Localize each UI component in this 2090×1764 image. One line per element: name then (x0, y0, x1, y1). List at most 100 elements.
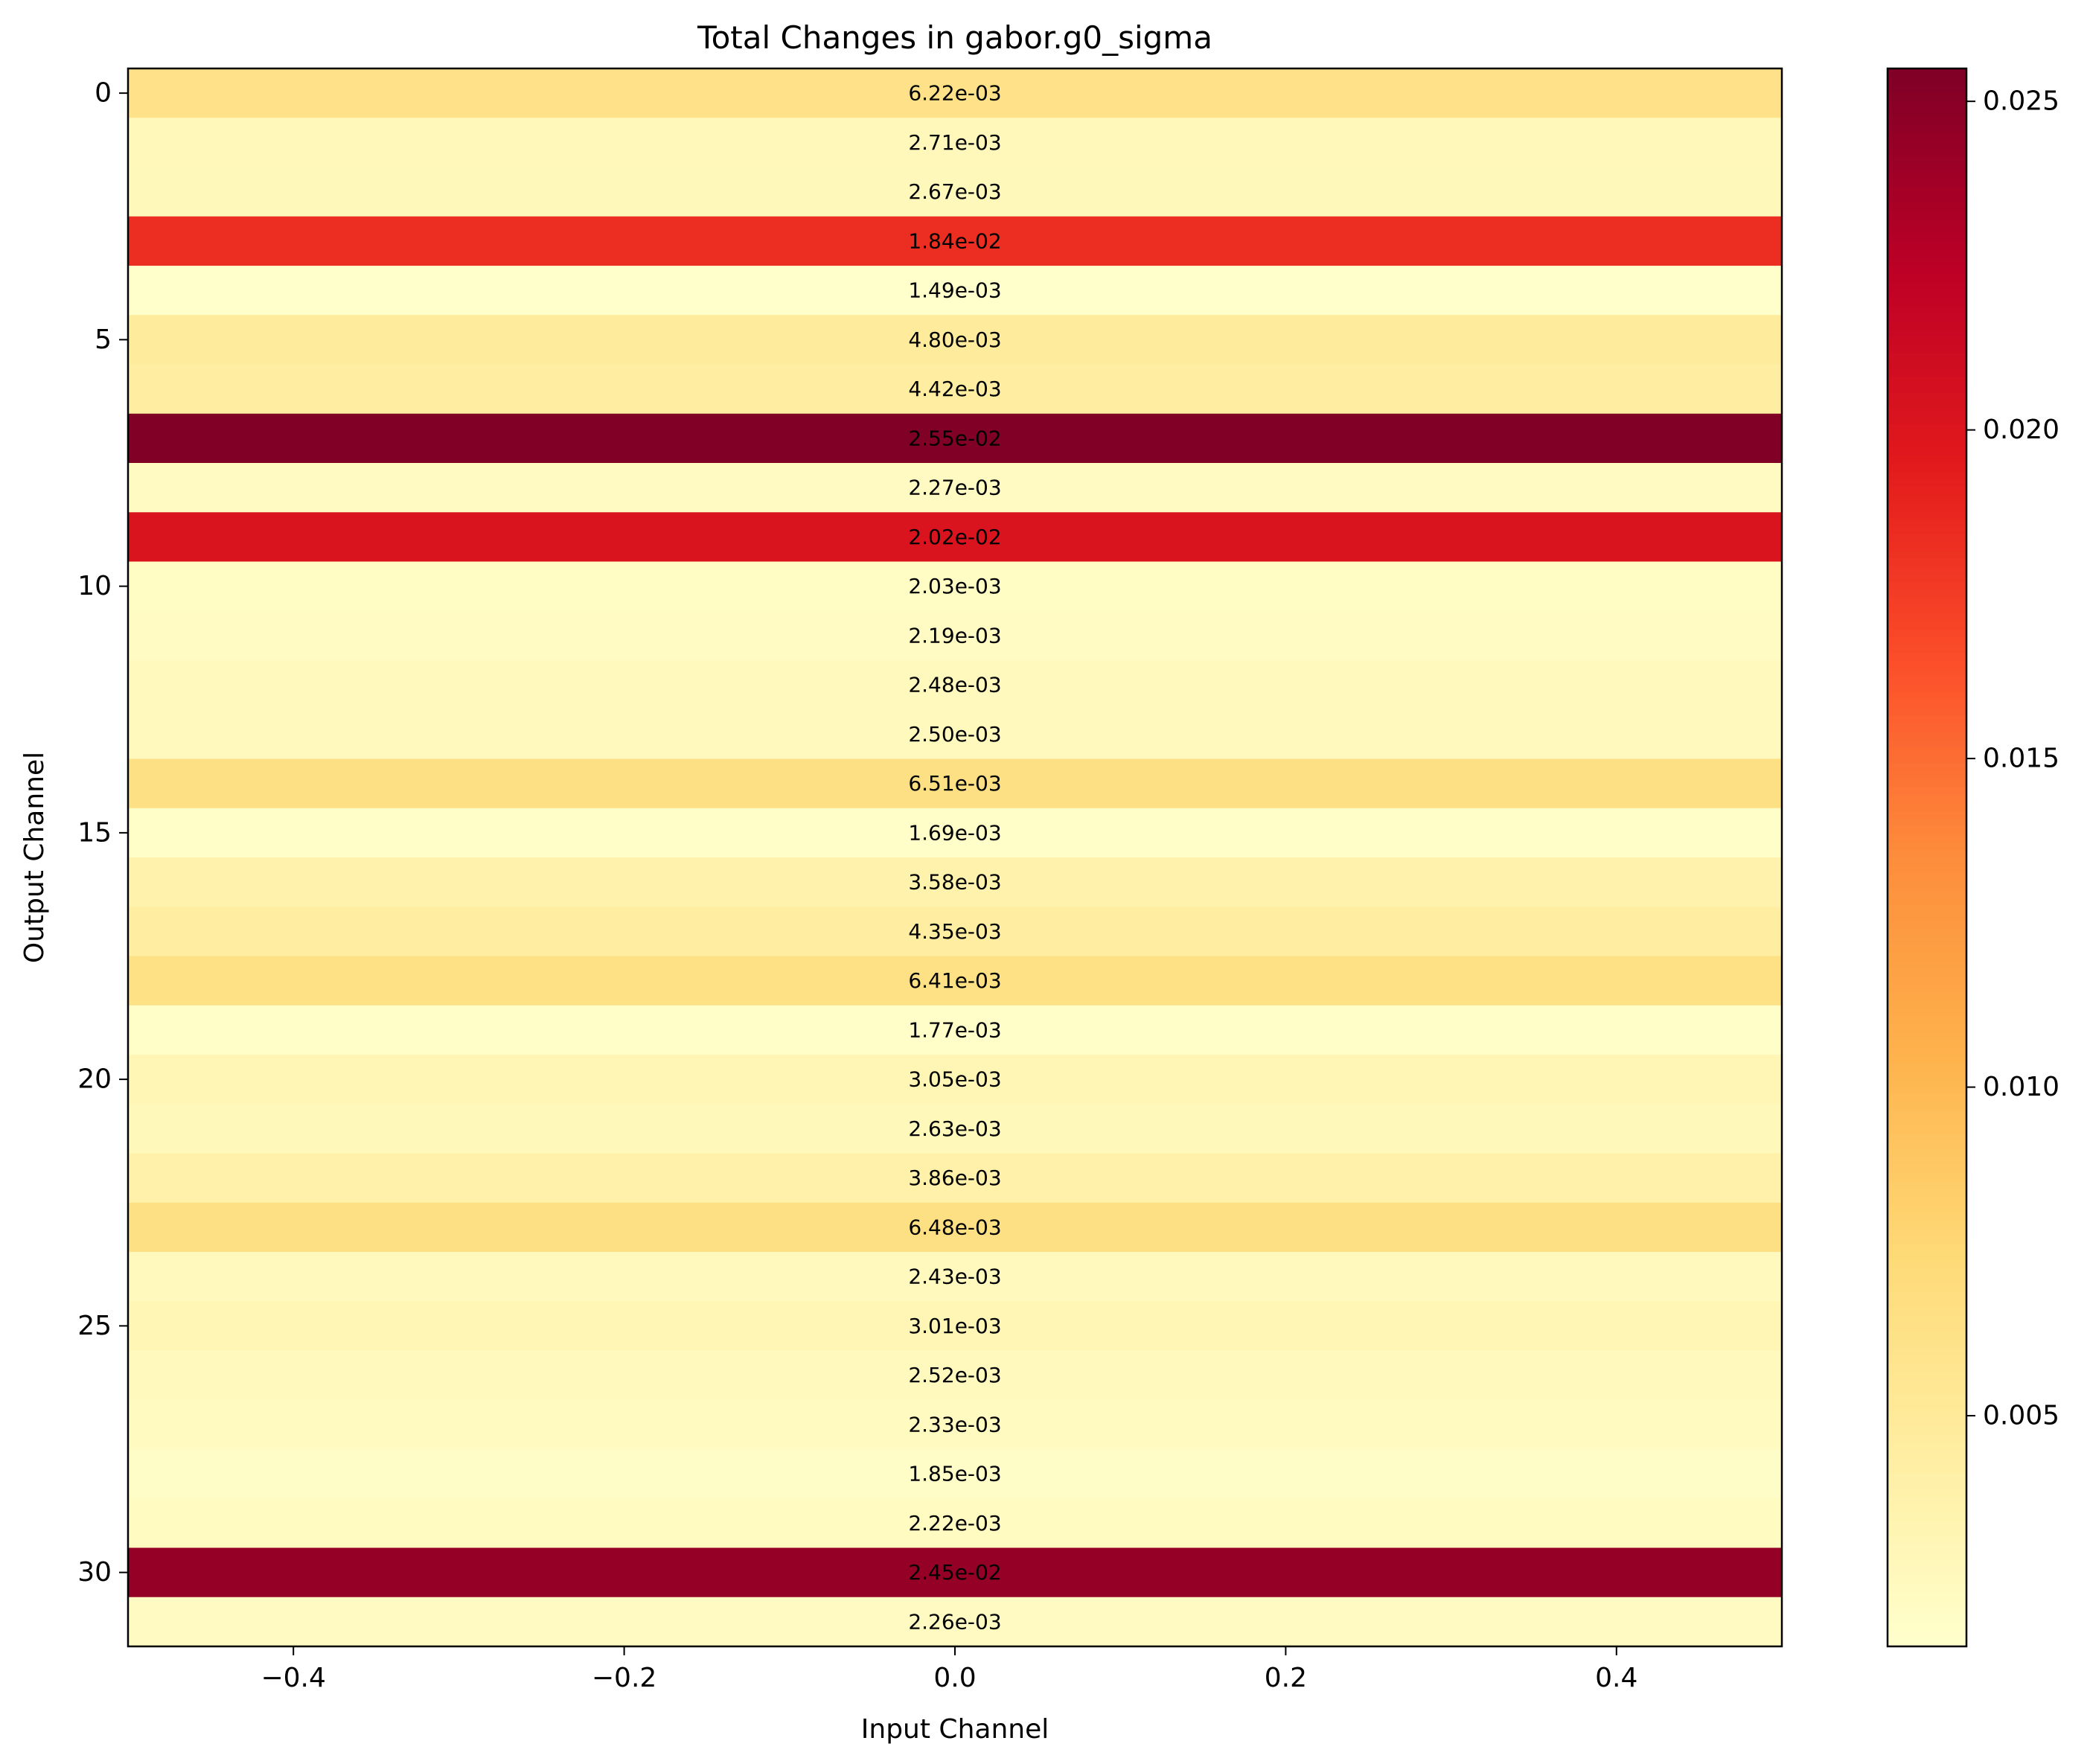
heatmap-cell (128, 1399, 1782, 1450)
colorbar-segment (1888, 1638, 1966, 1647)
colorbar-segment (1888, 470, 1966, 479)
colorbar-segment (1888, 1023, 1966, 1032)
heatmap-cell (128, 1055, 1782, 1105)
colorbar-segment (1888, 818, 1966, 827)
colorbar-segment (1888, 1291, 1966, 1300)
colorbar-segment (1888, 1489, 1966, 1498)
colorbar-segment (1888, 723, 1966, 732)
colorbar-segment (1888, 1393, 1966, 1403)
colorbar-segment (1888, 281, 1966, 290)
heatmap-cell (128, 1202, 1782, 1253)
colorbar-segment (1888, 76, 1966, 85)
y-tick-label: 20 (77, 1064, 112, 1095)
colorbar-segment (1888, 549, 1966, 558)
heatmap-cell (128, 808, 1782, 858)
cell-value-label: 2.45e-02 (908, 1560, 1001, 1585)
cell-value-label: 2.33e-03 (908, 1412, 1001, 1437)
colorbar-segment (1888, 976, 1966, 985)
heatmap-cell (128, 1597, 1782, 1647)
colorbar-segment (1888, 1236, 1966, 1245)
colorbar-segment (1888, 897, 1966, 906)
colorbar-segment (1888, 691, 1966, 700)
colorbar-segment (1888, 1480, 1966, 1489)
colorbar-segment (1888, 1220, 1966, 1229)
colorbar-segment (1888, 581, 1966, 590)
colorbar-segment (1888, 636, 1966, 645)
colorbar-segment (1888, 328, 1966, 338)
colorbar-segment (1888, 1157, 1966, 1166)
heatmap-cell (128, 1252, 1782, 1302)
colorbar-segment (1888, 258, 1966, 266)
colorbar-segment (1888, 542, 1966, 551)
colorbar-segment (1888, 794, 1966, 803)
cell-value-label: 4.35e-03 (908, 919, 1001, 944)
colorbar-segment (1888, 786, 1966, 795)
colorbar-segment (1888, 928, 1966, 937)
heatmap-cells (128, 68, 1782, 1647)
colorbar-segment (1888, 234, 1966, 243)
colorbar-segment (1888, 289, 1966, 298)
colorbar-segment (1888, 1535, 1966, 1544)
colorbar-segment (1888, 959, 1966, 969)
colorbar-segment (1888, 1189, 1966, 1198)
colorbar-segment (1888, 68, 1966, 77)
heatmap-cell (128, 1104, 1782, 1154)
x-axis-ticks: −0.4 −0.2 0.0 0.2 0.4 (261, 1646, 1637, 1693)
colorbar-segment (1888, 1268, 1966, 1276)
x-tick-label: 0.2 (1265, 1663, 1307, 1693)
heatmap-cell-labels: 6.22e-03 2.71e-03 2.67e-03 1.84e-02 1.49e-03… (908, 81, 1001, 1634)
colorbar-segment (1888, 1031, 1966, 1040)
colorbar-segment (1888, 1496, 1966, 1505)
colorbar-segment (1888, 1204, 1966, 1213)
colorbar-segment (1888, 739, 1966, 748)
colorbar-segment (1888, 242, 1966, 251)
colorbar-segment (1888, 841, 1966, 851)
cell-value-label: 6.51e-03 (908, 771, 1001, 796)
cell-value-label: 2.55e-02 (908, 426, 1001, 450)
colorbar-segment (1888, 1323, 1966, 1332)
colorbar-segment (1888, 991, 1966, 1000)
colorbar-segment (1888, 983, 1966, 992)
x-axis-label: Input Channel (861, 1714, 1049, 1745)
colorbar-segment (1888, 1386, 1966, 1395)
colorbar-segment (1888, 613, 1966, 621)
colorbar-segment (1888, 1055, 1966, 1064)
colorbar-segment (1888, 1141, 1966, 1150)
colorbar-segment (1888, 810, 1966, 819)
colorbar-segment (1888, 1110, 1966, 1119)
heatmap-cell (128, 907, 1782, 957)
colorbar-segment (1888, 463, 1966, 472)
colorbar-segment (1888, 889, 1966, 898)
cell-value-label: 2.22e-03 (908, 1511, 1001, 1535)
cell-value-label: 2.48e-03 (908, 673, 1001, 697)
cell-value-label: 1.84e-02 (908, 229, 1001, 253)
colorbar-segment (1888, 439, 1966, 448)
colorbar-segment (1888, 707, 1966, 716)
colorbar-segment (1888, 1299, 1966, 1308)
colorbar-segment (1888, 431, 1966, 440)
colorbar-segment (1888, 534, 1966, 543)
colorbar-segment (1888, 297, 1966, 306)
colorbar-segment (1888, 1173, 1966, 1182)
heatmap-cell (128, 660, 1782, 710)
colorbar-segment (1888, 115, 1966, 124)
heatmap-cell (128, 1498, 1782, 1549)
colorbar-segment (1888, 644, 1966, 653)
colorbar-segment (1888, 676, 1966, 685)
cell-value-label: 1.49e-03 (908, 278, 1001, 303)
colorbar-segment (1888, 1591, 1966, 1600)
x-tick-label: −0.4 (261, 1663, 325, 1693)
colorbar-segment (1888, 108, 1966, 117)
colorbar-segment (1888, 163, 1966, 172)
cell-value-label: 6.48e-03 (908, 1215, 1001, 1239)
colorbar-segment (1888, 1402, 1966, 1410)
colorbar-segment (1888, 1244, 1966, 1253)
colorbar-segment (1888, 628, 1966, 637)
heatmap-cell (128, 610, 1782, 661)
colorbar-segment (1888, 525, 1966, 535)
colorbar-segment (1888, 1346, 1966, 1355)
cell-value-label: 2.67e-03 (908, 179, 1001, 204)
colorbar-segment (1888, 700, 1966, 709)
colorbar-segment (1888, 1307, 1966, 1316)
colorbar-segment (1888, 415, 1966, 424)
